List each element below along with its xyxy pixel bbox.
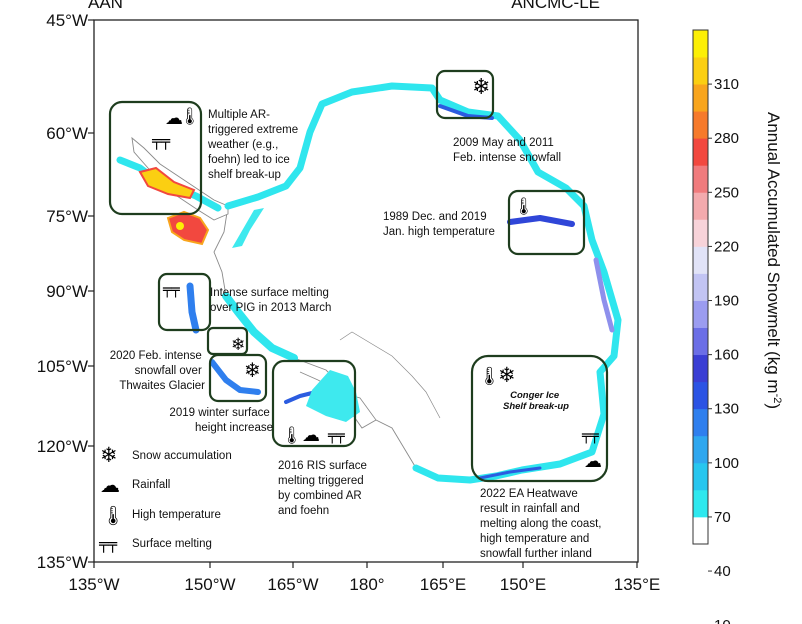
high-temperature-icon: 🌡 [281,426,303,445]
legend-label: Snow accumulation [132,450,232,462]
peninsula-melt-hotspot [138,166,196,200]
snow-accumulation-icon: ❄ [472,74,490,99]
colorbar-segment [693,489,708,518]
event-box-peninsula [108,100,203,216]
weddell-snowmelt-patch [232,208,264,248]
melt-peak-marker [176,222,184,230]
high-temperature-icon: 🌡 [513,197,535,216]
event-annotation-dml: 2009 May and 2011 Feb. intense snowfall [453,137,561,164]
colorbar [693,30,708,545]
event-annotation-marie-byrd: 2019 winter surface height increase [169,407,273,434]
lat-tick-label: 90°W [46,282,88,301]
snow-accumulation-icon: ❄ [244,360,261,382]
snow-accumulation-icon: ❄ [231,335,245,354]
surface-melting-icon: ╤╤ [98,535,118,553]
event-annotation-pig: Intense surface melting over PIG in 2013… [210,287,332,314]
event-box-pig [157,272,212,332]
snow-accumulation-icon: ❄ [100,444,118,467]
lon-tick-label: 180° [349,575,384,594]
event-box-east-antarctica [470,354,609,483]
colorbar-segment [693,84,708,112]
lat-tick-label: 45°W [46,11,88,30]
surface-melting-icon: ╤╤ [162,282,180,298]
legend-label: Surface melting [132,538,212,550]
conger-ice-shelf-label: Conger Ice Shelf break-up [503,390,569,412]
lat-tick-label: 120°W [37,437,88,456]
event-box-dml [435,69,495,120]
colorbar-tick-label: 220 [714,238,739,255]
event-box-marie-byrd [208,353,268,403]
transantarctic-edge [339,331,441,419]
colorbar-tick-label: 10 [714,617,731,624]
legend-label: Rainfall [132,479,170,491]
colorbar-segment [693,354,708,383]
colorbar-segment [693,219,708,247]
colorbar-tick-label: 280 [714,130,739,147]
colorbar-frame [692,29,709,545]
icon-legend: ❄ Snow accumulation ☁ Rainfall 🌡 High te… [98,444,232,553]
colorbar-segment [693,273,708,301]
colorbar-tick-label: 310 [714,76,739,93]
event-annotation-ross: 2016 RIS surface melting triggered by co… [278,460,370,517]
colorbar-segment [693,327,708,356]
snow-accumulation-icon: ❄ [498,364,516,387]
lat-tick-label: 105°W [37,357,88,376]
event-box-amery [507,189,586,256]
colorbar-segment [693,462,708,491]
colorbar-segment [693,57,708,85]
colorbar-segment [693,435,708,464]
colorbar-tick-label: 250 [714,184,739,201]
event-annotation-amery: 1989 Dec. and 2019 Jan. high temperature [383,211,495,238]
latitude-axis [88,19,94,563]
colorbar-segment [693,516,708,545]
colorbar-segment [693,408,708,437]
header-right-label: ANCMC-LE [511,0,600,12]
colorbar-segment [693,165,708,193]
rainfall-icon: ☁ [584,451,602,471]
colorbar-tick-label: 100 [714,455,739,472]
lon-tick-label: 135°W [68,575,119,594]
longitude-axis [93,562,638,568]
lon-tick-label: 150°W [184,575,235,594]
legend-label: High temperature [132,509,221,521]
colorbar-tick-label: 190 [714,293,739,310]
colorbar-ticks: 310 280 250 220 190 160 130 100 70 40 10 [708,76,739,624]
colorbar-title: Annual Accumulated Snowmelt (kg m-2) [764,112,783,409]
ross-snowmelt-patch [306,370,360,422]
rainfall-icon: ☁ [302,425,320,445]
lat-tick-label: 75°W [46,207,88,226]
high-temperature-icon: 🌡 [101,506,125,527]
colorbar-segment [693,246,708,274]
event-annotation-peninsula: Multiple AR- triggered extreme weather (… [207,109,301,181]
high-temperature-icon: 🌡 [179,107,201,126]
colorbar-segment [693,381,708,410]
colorbar-segment [693,30,708,58]
colorbar-tick-label: 70 [714,509,731,526]
colorbar-segment [693,300,708,328]
lat-tick-label: 60°W [46,124,88,143]
event-box-ross [271,359,357,448]
colorbar-segment [693,138,708,166]
lon-tick-label: 135°E [614,575,661,594]
colorbar-tick-label: 40 [714,563,731,580]
colorbar-segment [693,111,708,139]
lon-tick-label: 165°E [420,575,467,594]
surface-melting-icon: ╤╤ [581,428,599,444]
high-temperature-icon: 🌡 [478,366,501,386]
header-left-label: AAN [88,0,123,12]
colorbar-segment [693,192,708,220]
event-annotation-east-antarctica: 2022 EA Heatwave result in rainfall and … [480,488,605,560]
lat-tick-label: 135°W [37,553,88,572]
rainfall-icon: ☁ [100,475,120,497]
colorbar-tick-label: 160 [714,347,739,364]
event-annotation-thwaites: 2020 Feb. intense snowfall over Thwaites… [110,350,205,392]
surface-melting-icon: ╤╤ [327,428,345,444]
surface-melting-icon: ╤╤ [151,132,171,150]
lon-tick-label: 165°W [267,575,318,594]
lon-tick-label: 150°E [500,575,547,594]
rainfall-icon: ☁ [165,108,183,128]
colorbar-tick-label: 130 [714,401,739,418]
snowmelt-shading [116,82,622,484]
